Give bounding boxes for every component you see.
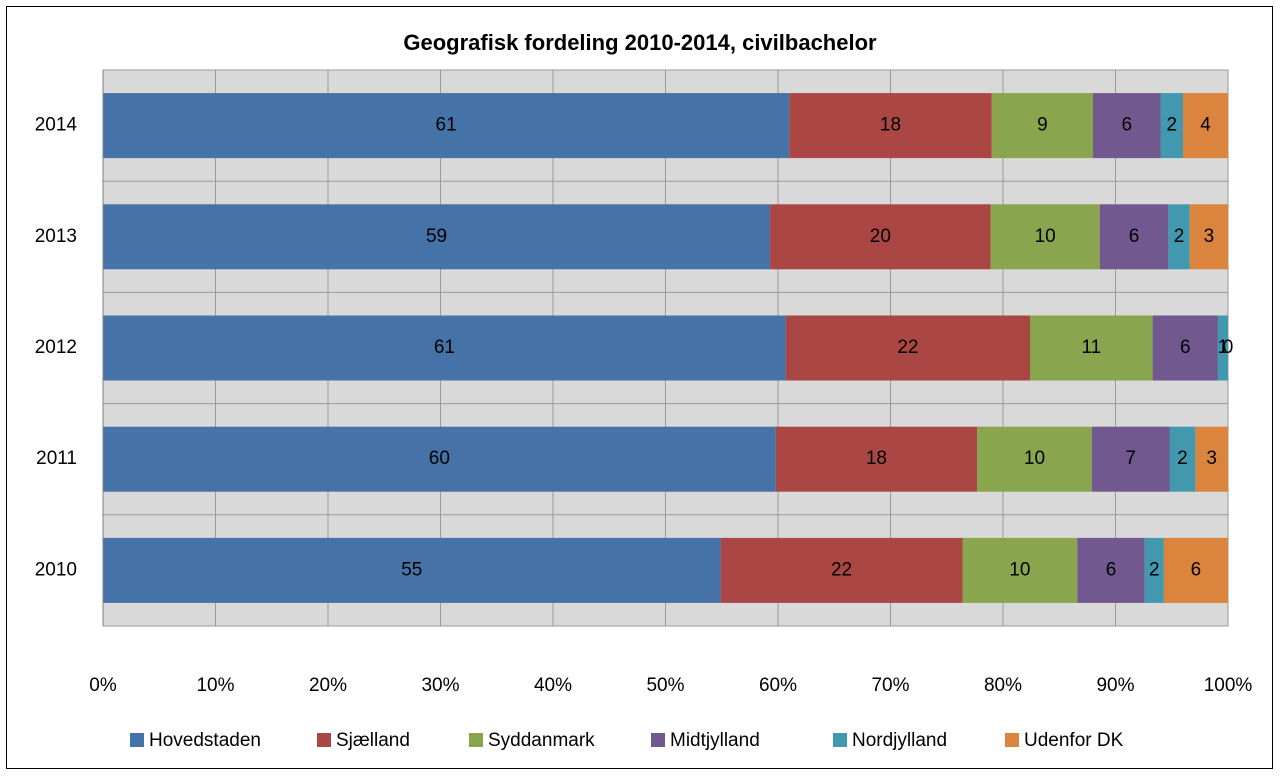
legend-swatch [469,733,483,747]
y-tick-label: 2013 [35,226,77,247]
bar-segment [1169,426,1196,492]
bar-segment [1091,426,1170,492]
bar-segment [1183,93,1228,159]
legend-label: Midtjylland [670,730,760,751]
bar-segment [1160,93,1183,159]
y-tick-label: 2010 [35,559,77,580]
bar-segment [103,537,721,603]
bar-segment [1144,537,1164,603]
data-label: 61 [434,337,455,358]
x-tick-label: 60% [759,675,797,696]
bar-segment [1189,204,1228,270]
chart-title: Geografisk fordeling 2010-2014, civilbac… [403,30,877,55]
bar-segment [1195,426,1228,492]
legend-swatch [1005,733,1019,747]
data-label: 6 [1129,226,1140,247]
bar-segment [103,426,776,492]
bar-segment [789,93,992,159]
legend-label: Hovedstaden [149,730,261,751]
bar-segment [720,537,963,603]
bar-segment [991,93,1093,159]
data-label: 0 [1223,337,1234,358]
x-tick-label: 0% [89,675,117,696]
data-label: 6 [1121,115,1132,136]
bar-segment [1077,537,1145,603]
bar-segment [775,426,978,492]
data-label: 20 [870,226,891,247]
bar-segment [1152,315,1218,381]
bar-segment [1163,537,1228,603]
x-tick-label: 10% [196,675,234,696]
x-tick-label: 50% [646,675,684,696]
bar-segment [1093,93,1161,159]
data-label: 2 [1177,448,1188,469]
bar-segment [990,204,1100,270]
data-label: 2 [1166,115,1177,136]
data-label: 6 [1106,559,1117,580]
data-label: 18 [866,448,887,469]
legend-swatch [833,733,847,747]
data-label: 18 [880,115,901,136]
bar-segment [770,204,991,270]
data-label: 61 [436,115,457,136]
data-label: 2 [1174,226,1185,247]
legend-label: Sjælland [336,730,410,751]
data-label: 10 [1009,559,1030,580]
legend-swatch [651,733,665,747]
bar-segment [103,93,790,159]
bar-segment [103,315,786,381]
data-label: 55 [401,559,422,580]
legend-label: Udenfor DK [1024,730,1124,751]
data-label: 3 [1206,448,1217,469]
bar-segment [977,426,1092,492]
legend-label: Syddanmark [488,730,595,751]
legend-label: Nordjylland [852,730,947,751]
data-label: 2 [1149,559,1160,580]
x-tick-label: 40% [534,675,572,696]
data-label: 3 [1204,226,1215,247]
data-label: 1 [1218,337,1229,358]
legend-swatch [317,733,331,747]
bar-segment [103,204,771,270]
data-label: 7 [1125,448,1136,469]
bar-segment [1168,204,1190,270]
bar-segment [1099,204,1169,270]
data-label: 22 [831,559,852,580]
y-tick-label: 2014 [35,115,78,136]
bar-segment [1030,315,1153,381]
bar-segment [1217,315,1228,381]
y-tick-label: 2012 [35,337,77,358]
data-label: 60 [429,448,450,469]
bar-segment [962,537,1078,603]
data-label: 10 [1024,448,1045,469]
x-tick-label: 30% [421,675,459,696]
data-label: 10 [1035,226,1056,247]
y-tick-label: 2011 [36,448,77,469]
data-label: 22 [897,337,918,358]
bar-segment [785,315,1030,381]
data-label: 11 [1081,337,1101,358]
x-tick-label: 80% [984,675,1022,696]
data-label: 6 [1191,559,1202,580]
data-label: 9 [1037,115,1048,136]
x-tick-label: 20% [309,675,347,696]
x-tick-label: 70% [871,675,909,696]
legend-swatch [130,733,144,747]
data-label: 59 [426,226,447,247]
x-tick-label: 90% [1096,675,1134,696]
data-label: 6 [1180,337,1191,358]
x-tick-label: 100% [1204,675,1253,696]
data-label: 4 [1200,115,1211,136]
